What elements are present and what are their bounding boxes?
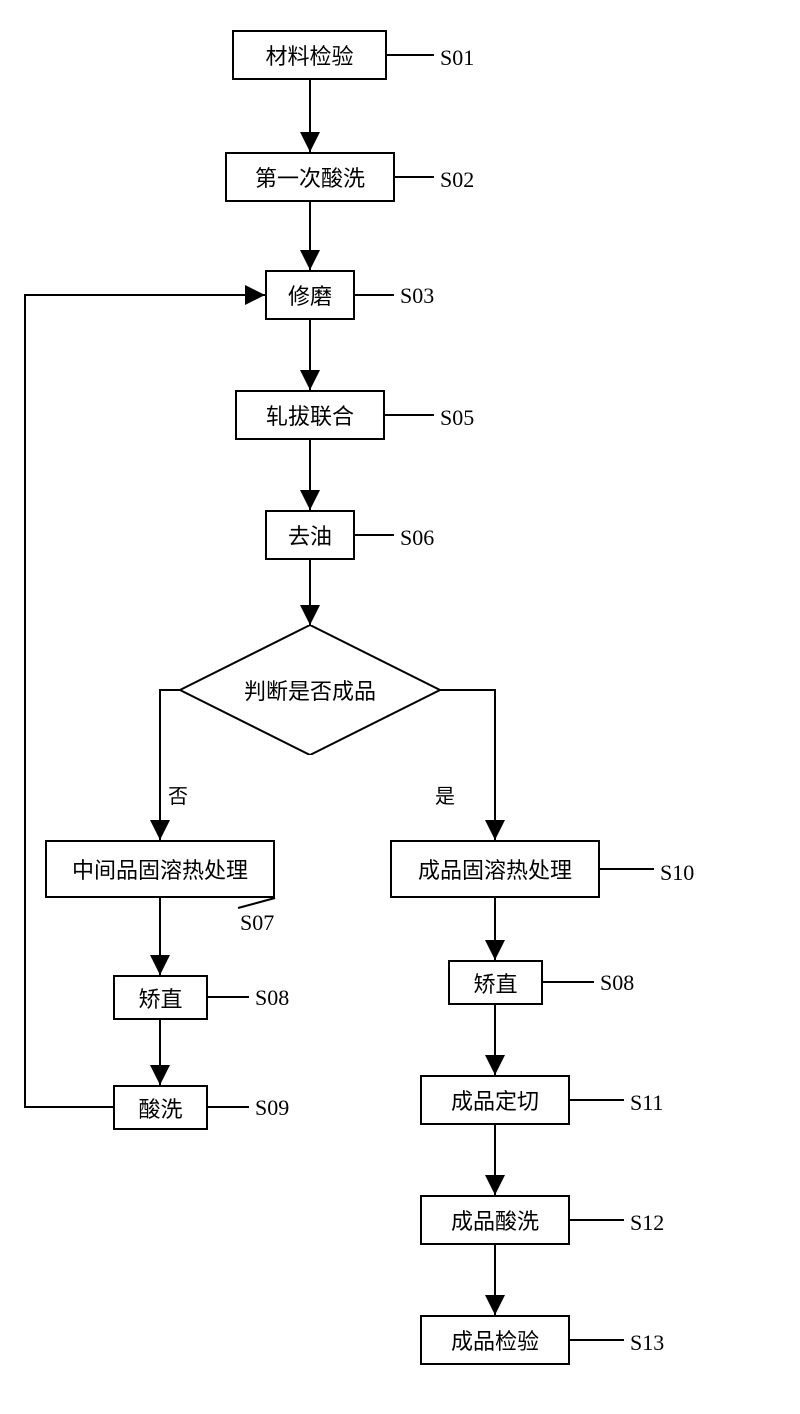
label-s06: S06: [400, 525, 434, 551]
node-s07-text: 中间品固溶热处理: [72, 853, 248, 885]
node-s08a: 矫直: [113, 975, 208, 1020]
node-s09: 酸洗: [113, 1085, 208, 1130]
node-s12-text: 成品酸洗: [451, 1204, 539, 1236]
label-s10: S10: [660, 860, 694, 886]
node-s11-text: 成品定切: [451, 1084, 539, 1116]
label-s02: S02: [440, 167, 474, 193]
branch-no: 否: [168, 780, 188, 809]
node-s13: 成品检验: [420, 1315, 570, 1365]
label-s09: S09: [255, 1095, 289, 1121]
label-s08a: S08: [255, 985, 289, 1011]
node-s06-text: 去油: [288, 519, 332, 551]
label-s03: S03: [400, 283, 434, 309]
branch-yes: 是: [435, 780, 455, 809]
node-s08a-text: 矫直: [138, 982, 182, 1014]
node-s03: 修磨: [265, 270, 355, 320]
node-s05: 轧拔联合: [235, 390, 385, 440]
label-s12: S12: [630, 1210, 664, 1236]
node-s09-text: 酸洗: [138, 1092, 182, 1124]
label-s05: S05: [440, 405, 474, 431]
node-s02: 第一次酸洗: [225, 152, 395, 202]
node-s12: 成品酸洗: [420, 1195, 570, 1245]
label-s11: S11: [630, 1090, 663, 1116]
node-s01: 材料检验: [232, 30, 387, 80]
decision-text: 判断是否成品: [244, 674, 376, 706]
node-s13-text: 成品检验: [451, 1324, 539, 1356]
node-s11: 成品定切: [420, 1075, 570, 1125]
node-s07: 中间品固溶热处理: [45, 840, 275, 898]
node-s10-text: 成品固溶热处理: [418, 853, 572, 885]
node-s08b-text: 矫直: [473, 967, 517, 999]
node-s08b: 矫直: [448, 960, 543, 1005]
label-s13: S13: [630, 1330, 664, 1356]
node-s06: 去油: [265, 510, 355, 560]
node-s02-text: 第一次酸洗: [255, 161, 365, 193]
node-s10: 成品固溶热处理: [390, 840, 600, 898]
node-s05-text: 轧拔联合: [266, 399, 354, 431]
node-s03-text: 修磨: [288, 279, 332, 311]
label-s01: S01: [440, 45, 474, 71]
node-s01-text: 材料检验: [265, 39, 353, 71]
decision-node: 判断是否成品: [180, 625, 440, 755]
label-s07: S07: [240, 910, 274, 936]
label-s08b: S08: [600, 970, 634, 996]
